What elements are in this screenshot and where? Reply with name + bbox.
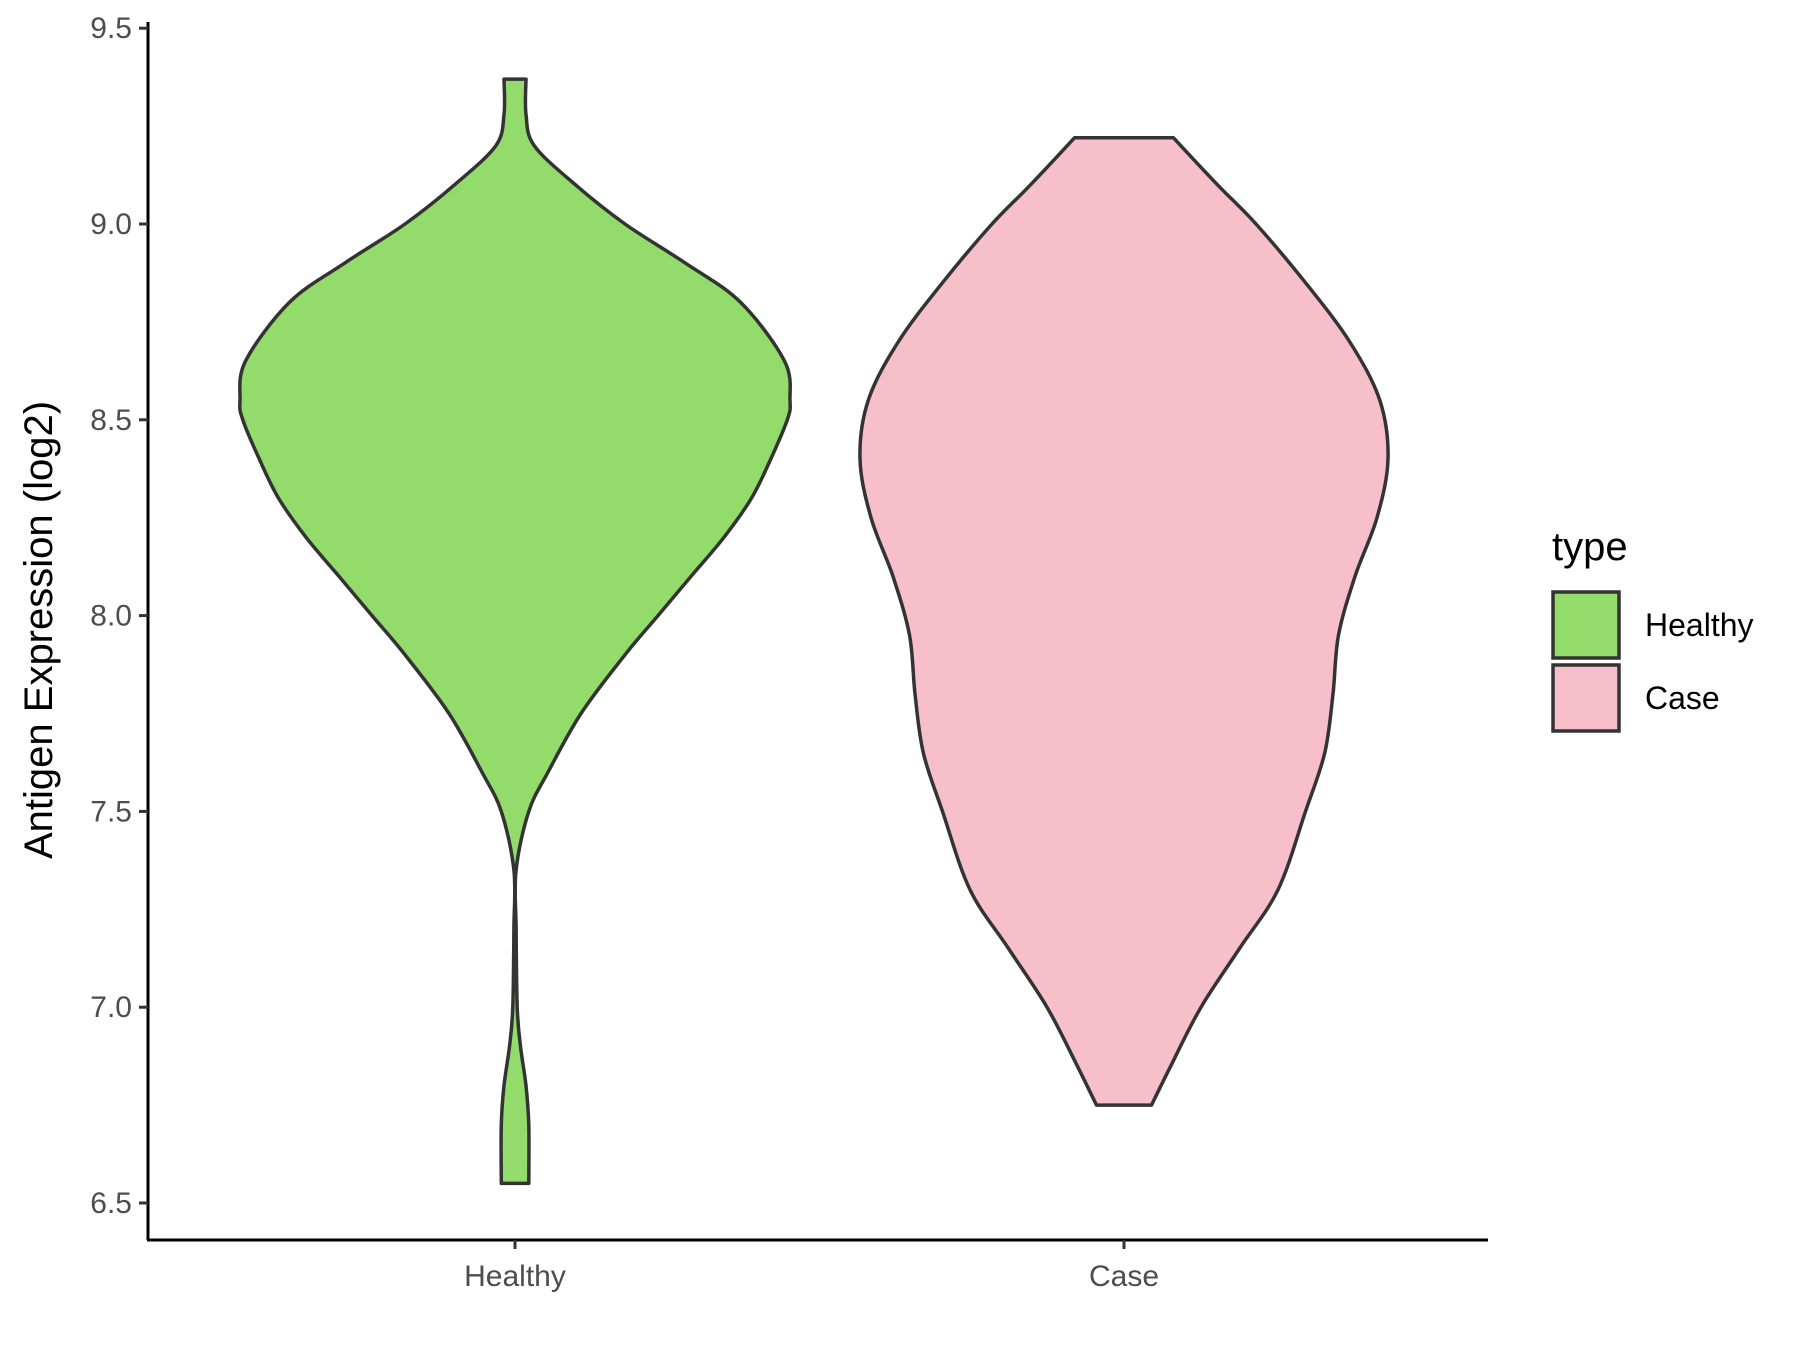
y-tick-label: 8.0 xyxy=(90,600,132,633)
violin-case xyxy=(858,136,1390,1107)
legend-swatch-case xyxy=(1551,663,1621,733)
x-tick-label: Healthy xyxy=(464,1260,566,1293)
legend-label-healthy: Healthy xyxy=(1645,607,1754,643)
y-tick-label: 9.5 xyxy=(90,12,132,45)
y-tick-label: 7.0 xyxy=(90,991,132,1024)
legend-title: type xyxy=(1552,525,1628,569)
legend-label-case: Case xyxy=(1645,680,1720,716)
y-axis: 6.5 7.0 7.5 8.0 8.5 9.0 9.5 xyxy=(90,12,150,1240)
y-tick-label: 9.0 xyxy=(90,208,132,241)
y-axis-title: Antigen Expression (log2) xyxy=(17,401,61,859)
y-tick-label: 7.5 xyxy=(90,795,132,828)
x-tick-label: Case xyxy=(1089,1260,1159,1293)
violin-healthy xyxy=(238,77,792,1186)
violins xyxy=(238,77,1390,1186)
legend: type Healthy Case xyxy=(1551,525,1754,733)
y-tick-label: 8.5 xyxy=(90,404,132,437)
x-axis: Healthy Case xyxy=(147,1238,1488,1293)
y-tick-label: 6.5 xyxy=(90,1187,132,1220)
legend-swatch-healthy xyxy=(1551,590,1621,660)
